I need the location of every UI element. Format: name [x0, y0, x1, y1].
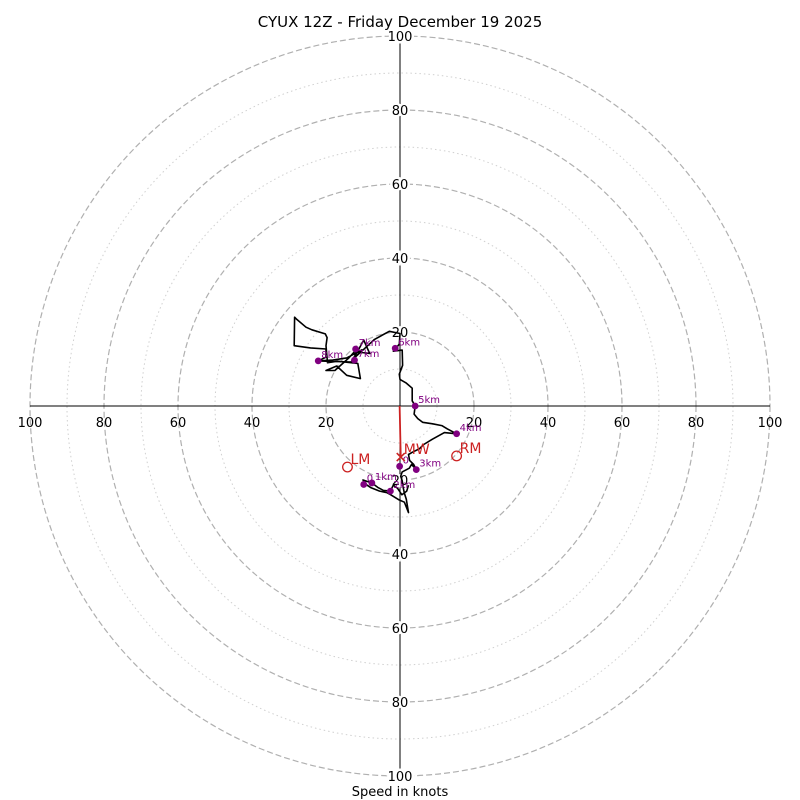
x-axis-label: Speed in knots [352, 785, 449, 800]
height-marker-label: 1km [375, 472, 397, 483]
height-marker [396, 462, 404, 470]
height-marker-label: 3km [419, 459, 441, 470]
height-marker [386, 487, 394, 495]
height-marker-label: 7km [357, 349, 379, 360]
tick-labels: 100 80 60 40 20 20 40 60 80 100100806040202040608… [18, 28, 783, 788]
y-tick-label: 20 [392, 474, 409, 489]
y-tick-label: 80 [392, 104, 409, 119]
height-marker [453, 430, 461, 438]
wind-trace-line [293, 316, 458, 514]
height-marker [391, 344, 399, 352]
x-tick-label: 20 [318, 416, 335, 431]
storm-motion-markers: LM MW RM [342, 441, 482, 473]
y-tick-label: 60 [392, 622, 409, 637]
x-tick-label: 100 [758, 416, 783, 431]
storm-motion-marker [451, 450, 463, 462]
mean-wind-vector [398, 405, 402, 458]
mean-wind-line [398, 405, 402, 458]
height-marker [352, 345, 359, 353]
height-marker-label: 5km [418, 395, 440, 406]
storm-motion-label: MW [404, 442, 430, 458]
height-marker [411, 402, 419, 410]
wind-trace [293, 316, 458, 514]
x-tick-label: 100 [18, 416, 43, 431]
height-marker-label: 0 [367, 473, 373, 484]
storm-motion-label: RM [460, 441, 482, 457]
height-marker-label: 7km [359, 338, 381, 349]
y-tick-label: 60 [392, 178, 409, 193]
height-marker [368, 479, 376, 487]
x-tick-label: 20 [466, 416, 483, 431]
x-tick-label: 80 [688, 416, 705, 431]
x-tick-label: 60 [614, 416, 631, 431]
height-marker [412, 466, 420, 474]
y-tick-label: 80 [392, 696, 409, 711]
y-tick-label: 40 [392, 252, 409, 267]
height-marker-label: 6km [398, 337, 420, 348]
height-marker [351, 356, 358, 364]
height-marker-label: 8km [321, 350, 343, 361]
x-tick-label: 60 [170, 416, 187, 431]
height-marker-label: 0 [403, 455, 409, 466]
storm-motion-marker [342, 461, 353, 473]
x-tick-label: 40 [244, 416, 261, 431]
y-tick-label: 100 [388, 770, 413, 785]
mean-wind-marker-cross [396, 452, 406, 462]
x-tick-label: 80 [96, 416, 113, 431]
storm-motion-label: LM [350, 452, 370, 468]
x-tick-label: 40 [540, 416, 557, 431]
height-marker [360, 481, 368, 488]
height-marker-label: 4km [460, 423, 482, 434]
height-marker [314, 357, 322, 365]
y-tick-label: 40 [392, 548, 409, 563]
y-tick-label: 100 [388, 30, 413, 45]
chart-title: CYUX 12Z - Friday December 19 2025 [258, 13, 543, 31]
height-marker-label: 2km [393, 480, 415, 491]
